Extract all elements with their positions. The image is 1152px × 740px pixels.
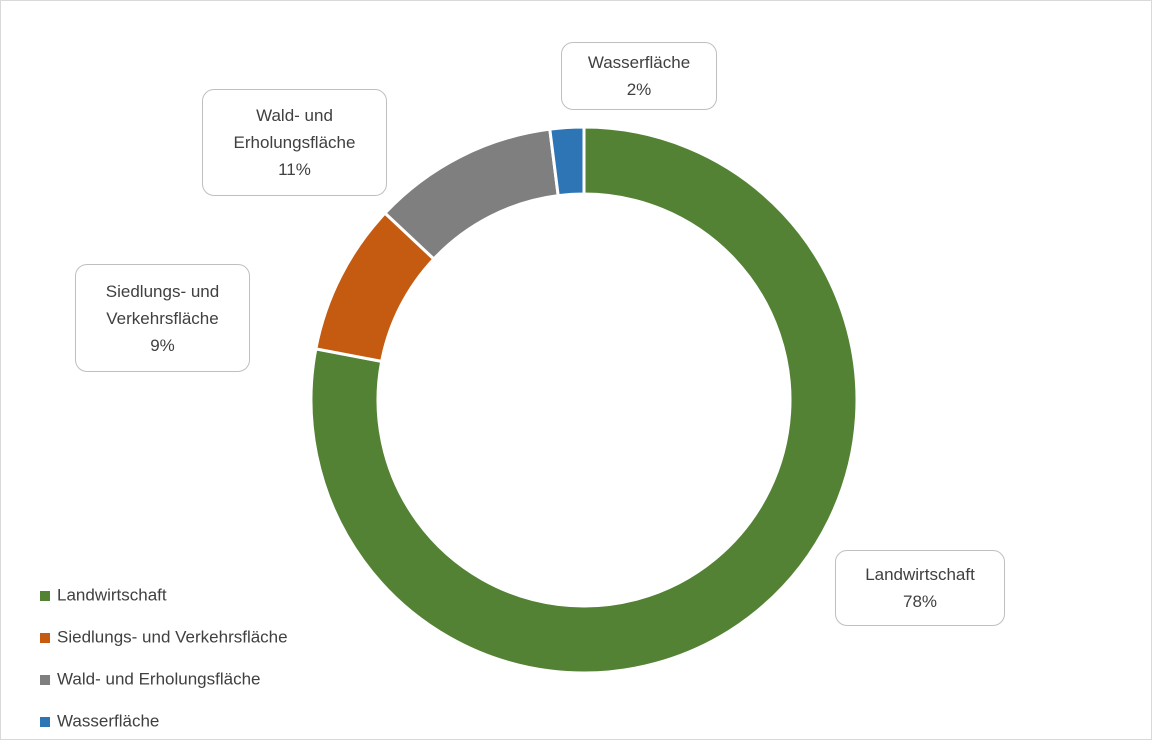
data-label: Siedlungs- und Verkehrsfläche 9% — [75, 264, 250, 372]
legend-swatch — [40, 591, 50, 601]
label-name: Landwirtschaft — [865, 565, 975, 584]
legend-label: Siedlungs- und Verkehrsfläche — [57, 627, 288, 646]
donut-slice — [309, 125, 859, 675]
label-name: Siedlungs- und Verkehrsfläche — [105, 281, 220, 328]
data-label: Wasserfläche 2% — [561, 42, 717, 110]
legend-label: Wasserfläche — [57, 711, 159, 730]
data-label: Landwirtschaft 78% — [835, 550, 1005, 626]
label-name: Wasserfläche — [587, 53, 691, 72]
label-value: 2% — [626, 80, 652, 99]
legend-label: Wald- und Erholungsfläche — [57, 669, 261, 688]
label-value: 9% — [150, 335, 175, 355]
data-label: Wald- und Erholungsfläche 11% — [202, 89, 387, 196]
legend-swatch — [40, 717, 50, 727]
legend-swatch — [40, 633, 50, 643]
label-value: 78% — [902, 592, 938, 611]
label-value: 11% — [278, 160, 311, 179]
legend-swatch — [40, 675, 50, 685]
label-name: Wald- und Erholungsfläche — [233, 106, 356, 152]
legend-label: Landwirtschaft — [57, 585, 167, 604]
donut-slice — [548, 125, 586, 198]
